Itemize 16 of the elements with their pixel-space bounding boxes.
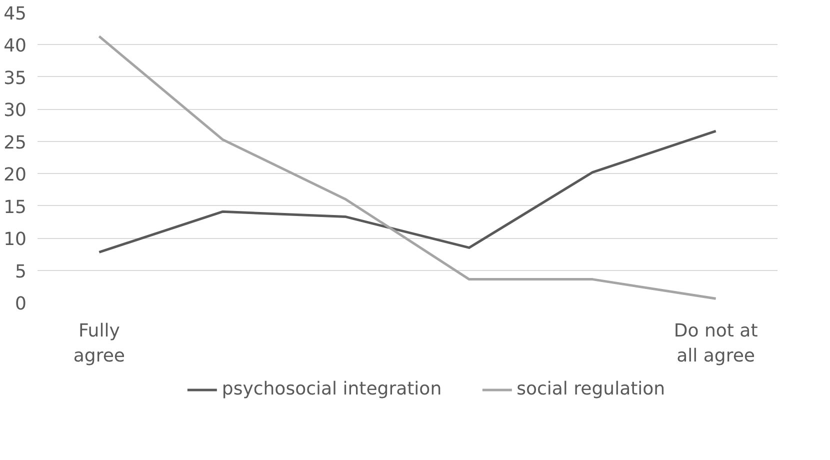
- y-tick-label: 30: [4, 100, 26, 122]
- x-tick-label: Do not at all agree: [674, 320, 758, 367]
- y-tick-label: 25: [4, 132, 26, 154]
- y-tick-label: 40: [4, 36, 26, 57]
- legend-label: social regulation: [516, 378, 666, 400]
- y-tick-label: 15: [4, 196, 26, 218]
- y-tick-label: 35: [4, 68, 26, 89]
- y-tick-label: 0: [15, 294, 26, 314]
- y-tick-label: 10: [4, 229, 26, 250]
- line-series: [98, 35, 718, 300]
- y-tick-label: 20: [4, 164, 26, 186]
- y-tick-label: 5: [15, 261, 26, 282]
- x-tick-label: Fully agree: [73, 320, 125, 367]
- line-series: [98, 130, 718, 254]
- y-tick-label: 45: [4, 4, 26, 24]
- legend-label: psychosocial integration: [222, 378, 442, 400]
